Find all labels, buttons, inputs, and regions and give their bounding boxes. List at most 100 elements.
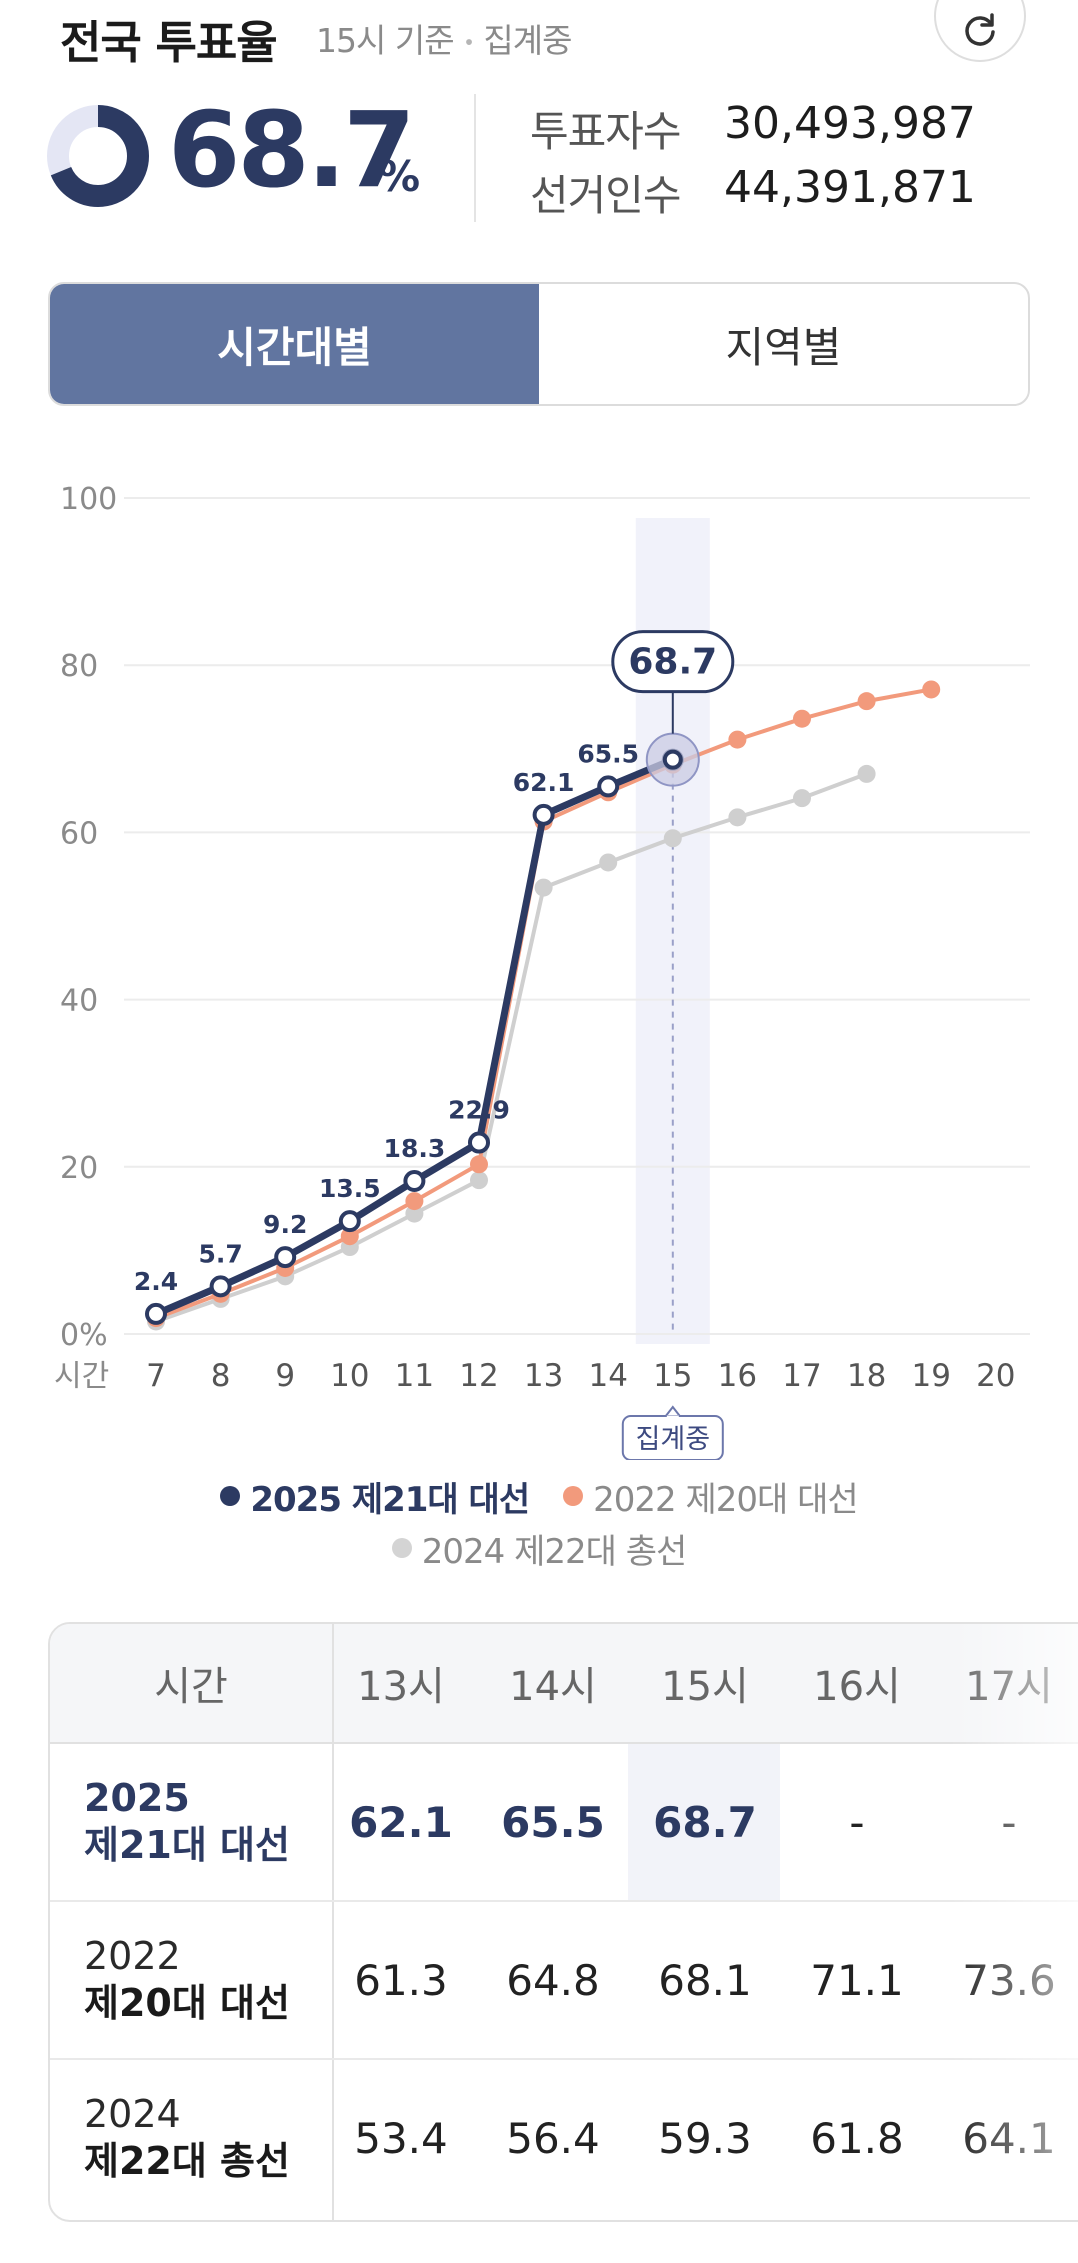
turnout-rate: 68.7 — [168, 89, 416, 211]
turnout-donut — [47, 105, 149, 207]
y-tick-label: 20 — [60, 1151, 98, 1186]
y-tick-label: 60 — [60, 816, 98, 851]
legend-item-2025[interactable]: 2025 제21대 대선 — [220, 1472, 530, 1521]
refresh-button[interactable] — [934, 0, 1026, 62]
table-cell: 73.6 — [962, 1955, 1056, 2005]
x-tick-label: 13 — [524, 1358, 563, 1394]
x-tick-label: 10 — [330, 1358, 369, 1394]
refresh-icon — [965, 13, 995, 46]
data-point — [857, 692, 876, 711]
table-cell: 64.1 — [962, 2113, 1056, 2163]
table-cell: 61.8 — [810, 2113, 904, 2163]
data-point — [470, 1171, 488, 1190]
table-cell: 71.1 — [810, 1955, 904, 2005]
x-tick-label: 16 — [718, 1358, 757, 1394]
data-point — [532, 803, 555, 826]
data-point — [857, 764, 876, 783]
data-label: 65.5 — [577, 739, 639, 768]
x-axis-label: 시간 — [54, 1359, 109, 1394]
table-header-row — [50, 1624, 1078, 1744]
table-row-label-2025: 2025 제21대 대선 — [84, 1744, 324, 1900]
y-tick-label: 40 — [60, 984, 98, 1019]
data-point — [405, 1204, 424, 1223]
legend-label: 2022 제20대 대선 — [593, 1479, 859, 1520]
x-tick-label: 18 — [847, 1358, 886, 1394]
status-badge-text: 집계중 — [636, 1424, 711, 1455]
turnout-table: 시간 13시 14시 15시 16시 17시 2025 제21대 대선 62.1… — [48, 1622, 1078, 2222]
table-col-13: 13시 — [357, 1664, 445, 1710]
data-label: 5.7 — [198, 1239, 242, 1268]
data-label: 22.9 — [448, 1096, 510, 1125]
data-point — [728, 808, 747, 827]
table-col-17: 17시 — [965, 1664, 1053, 1710]
data-point — [468, 1131, 490, 1154]
table-row-label-2024: 2024 제22대 총선 — [84, 2060, 324, 2216]
table-cell: 64.8 — [506, 1955, 600, 2005]
data-point — [922, 680, 941, 699]
current-column-highlight — [628, 1744, 780, 1900]
data-label: 62.1 — [513, 768, 575, 797]
row-divider — [50, 2058, 1078, 2060]
table-row-label-2022: 2022 제20대 대선 — [84, 1902, 324, 2058]
data-point — [403, 1170, 426, 1193]
y-tick-label: 0% — [60, 1318, 108, 1353]
table-cell: - — [1001, 1797, 1017, 1847]
table-cell: 59.3 — [658, 2113, 752, 2163]
subtitle: 15시 기준 • 집계중 — [316, 14, 572, 62]
table-cell: 68.1 — [658, 1955, 752, 2005]
data-point — [534, 878, 553, 897]
data-point — [405, 1192, 424, 1211]
table-cell: 56.4 — [506, 2113, 600, 2163]
y-tick-label: 80 — [60, 649, 98, 684]
legend-marker — [220, 1486, 241, 1506]
tab-by-region[interactable]: 지역별 — [725, 322, 842, 372]
legend-item-2022[interactable]: 2022 제20대 대선 — [563, 1472, 859, 1521]
y-tick-label: 100 — [60, 482, 117, 517]
data-point — [599, 853, 618, 872]
data-point — [470, 1155, 488, 1174]
x-tick-label: 14 — [588, 1358, 627, 1394]
table-cell: 68.7 — [653, 1797, 757, 1847]
row-election-name: 제20대 대선 — [84, 1981, 290, 2025]
data-point — [274, 1246, 297, 1269]
x-tick-label: 15 — [653, 1358, 692, 1394]
table-header-time: 시간 — [154, 1664, 228, 1710]
value-callout-text: 68.7 — [628, 642, 717, 683]
electorate-label: 선거인수 — [530, 171, 682, 220]
status-badge-pointer — [665, 1405, 681, 1417]
data-point — [597, 775, 620, 798]
page-title: 전국 투표율 — [60, 16, 278, 69]
data-point — [145, 1302, 167, 1325]
value-callout-box — [611, 630, 735, 694]
table-cell: 62.1 — [349, 1797, 453, 1847]
divider — [474, 94, 476, 222]
legend-label: 2025 제21대 대선 — [250, 1479, 530, 1520]
turnout-rate-unit: % — [378, 152, 421, 201]
turnout-line-chart: 0% 20 40 60 80 100 시간 7 8 9 10 11 12 13 14 15 16 17 18 19 20… — [54, 482, 1030, 1460]
row-year: 2022 — [84, 1933, 181, 1978]
voters-value: 30,493,987 — [724, 98, 976, 149]
current-point — [662, 749, 683, 770]
data-point — [338, 1210, 361, 1233]
legend-marker — [391, 1538, 412, 1558]
row-year: 2024 — [84, 2091, 181, 2136]
row-year: 2025 — [84, 1775, 190, 1820]
subtitle-separator: • — [463, 30, 475, 55]
x-tick-label: 8 — [211, 1358, 231, 1394]
x-tick-label: 12 — [459, 1358, 498, 1394]
x-tick-label: 20 — [976, 1358, 1015, 1394]
x-tick-label: 19 — [911, 1358, 950, 1394]
x-tick-label: 9 — [275, 1358, 295, 1394]
legend-label: 2024 제22대 총선 — [421, 1531, 688, 1572]
data-point — [340, 1227, 359, 1246]
series-line-2025 — [152, 756, 677, 1318]
data-point — [209, 1275, 232, 1298]
tab-by-time[interactable]: 시간대별 — [50, 284, 539, 404]
data-label: 13.5 — [319, 1174, 381, 1203]
legend-item-2024[interactable]: 2024 제22대 총선 — [391, 1524, 688, 1573]
voters-label: 투표자수 — [530, 107, 682, 156]
table-cell: 61.3 — [354, 1955, 448, 2005]
table-col-15: 15시 — [661, 1664, 749, 1710]
subtitle-status: 집계중 — [483, 21, 572, 60]
table-cell: 53.4 — [354, 2113, 448, 2163]
